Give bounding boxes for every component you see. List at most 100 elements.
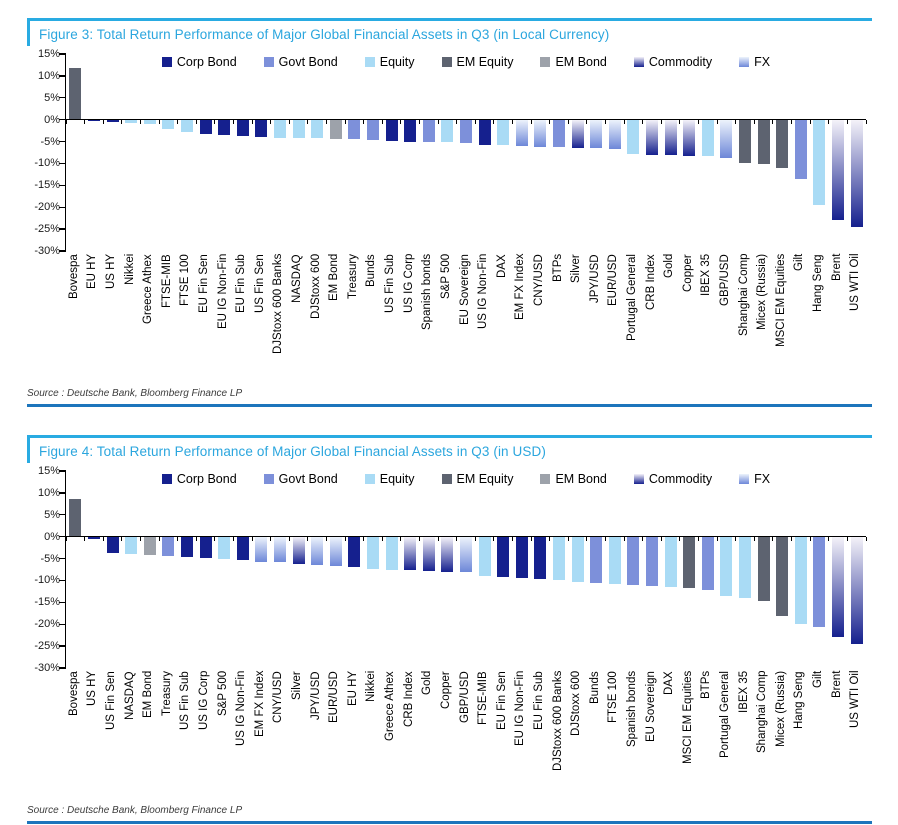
- y-tick-label: -10%: [34, 157, 60, 170]
- legend-item-em-equity: EM Equity: [441, 55, 513, 69]
- bar-crb-index: [404, 536, 417, 571]
- x-tick-label: EU Fin Sub: [235, 254, 248, 313]
- bar-eu-ig-non-fin: [218, 119, 231, 135]
- bar-greece-athex: [385, 536, 398, 570]
- bar-gilt: [794, 119, 807, 180]
- bar-bovespa: [69, 68, 82, 120]
- x-tick-mark: [400, 537, 402, 542]
- y-tick-label: -10%: [34, 574, 60, 587]
- x-tick-mark: [530, 120, 532, 125]
- bar-gilt: [813, 536, 826, 628]
- x-tick-mark: [232, 537, 234, 542]
- x-tick-mark: [846, 120, 848, 125]
- bar-portugal-general: [627, 119, 640, 155]
- legend-label: Corp Bond: [176, 472, 237, 486]
- x-tick-mark: [65, 120, 67, 125]
- x-tick-label: CNY/USD: [532, 254, 545, 306]
- x-tick-label: FTSE 100: [607, 671, 620, 723]
- bar-em-fx-index: [255, 536, 268, 562]
- x-tick-mark: [828, 537, 830, 542]
- legend-item-corp-bond: Corp Bond: [161, 55, 237, 69]
- source-note: Source : Deutsche Bank, Bloomberg Financ…: [27, 388, 243, 399]
- x-tick-mark: [698, 120, 700, 125]
- divider-rule: [27, 404, 872, 407]
- x-tick-label: US IG Corp: [402, 254, 415, 314]
- x-tick-mark: [586, 537, 588, 542]
- x-tick-label: Shanghai Comp: [737, 254, 750, 337]
- bar-djstoxx-600: [311, 119, 324, 139]
- x-tick-mark: [753, 120, 755, 125]
- x-tick-mark: [121, 120, 123, 125]
- x-tick-label: Silver: [570, 254, 583, 283]
- x-tick-mark: [567, 537, 569, 542]
- legend-swatch: [633, 57, 644, 67]
- x-tick-mark: [344, 120, 346, 125]
- bar-cny-usd: [534, 119, 547, 147]
- bar-eu-fin-sub: [534, 536, 547, 580]
- x-tick-mark: [549, 120, 551, 125]
- bar-djstoxx-600-banks: [553, 536, 566, 581]
- y-tick-mark: [59, 184, 66, 187]
- bar-ftse-100: [608, 536, 621, 584]
- x-tick-mark: [679, 120, 681, 125]
- x-tick-label: EM Bond: [328, 254, 341, 302]
- figure-3-chart: 15% 10% 5% 0% -5% -10% -15% -20% -25% -30% Corp B…: [27, 48, 872, 257]
- x-tick-label: FTSE-MIB: [160, 254, 173, 308]
- bar-bunds: [366, 119, 379, 140]
- bar-djstoxx-600: [571, 536, 584, 583]
- bar-eu-sovereign: [460, 119, 472, 144]
- x-tick-mark: [791, 537, 793, 542]
- x-tick-label: IBEX 35: [737, 671, 750, 714]
- x-tick-label: S&P 500: [216, 671, 229, 717]
- y-tick-label: 0%: [44, 530, 60, 543]
- x-tick-mark: [307, 120, 309, 125]
- legend: Corp Bond Govt Bond Equity EM Equity EM Bond…: [66, 55, 866, 69]
- x-tick-label: GBP/USD: [718, 254, 731, 306]
- x-tick-label: Treasury: [160, 671, 173, 716]
- bar-ibex-35: [701, 119, 714, 157]
- legend-swatch: [364, 474, 375, 484]
- x-tick-label: Copper: [681, 254, 694, 292]
- x-tick-mark: [121, 537, 123, 542]
- x-tick-mark: [474, 537, 476, 542]
- x-tick-mark: [512, 537, 513, 542]
- bar-greece-athex: [143, 119, 156, 125]
- bar-us-fin-sub: [180, 536, 193, 558]
- y-tick-label: -20%: [34, 618, 60, 631]
- bar-eu-fin-sub: [236, 119, 249, 137]
- x-tick-mark: [139, 120, 141, 125]
- legend-label: Equity: [379, 472, 415, 486]
- divider-rule: [27, 821, 872, 824]
- legend-label: Commodity: [648, 55, 713, 69]
- y-tick-label: 5%: [44, 508, 60, 521]
- legend-label: Corp Bond: [176, 55, 237, 69]
- bar-portugal-general: [720, 536, 733, 597]
- plot-area: Corp Bond Govt Bond Equity EM Equity EM Bond…: [59, 470, 867, 669]
- x-tick-mark: [325, 537, 327, 542]
- bar-ibex-35: [739, 536, 752, 599]
- x-tick-label: Treasury: [346, 254, 359, 299]
- x-tick-label: IBEX 35: [700, 254, 713, 297]
- x-tick-label: Silver: [291, 671, 304, 700]
- bar-eur-usd: [329, 536, 342, 566]
- x-tick-label: Gold: [663, 254, 676, 279]
- x-tick-label: Brent: [830, 254, 843, 282]
- x-tick-label: DJStoxx 600 Banks: [551, 671, 564, 772]
- y-tick-mark: [59, 645, 66, 647]
- x-tick-mark: [605, 120, 607, 125]
- y-tick-mark: [59, 206, 66, 208]
- y-tick-mark: [59, 470, 66, 472]
- y-tick-label: -5%: [40, 552, 60, 565]
- legend-swatch: [441, 474, 452, 484]
- x-tick-mark: [772, 120, 774, 125]
- x-tick-label: EU Fin Sen: [198, 254, 211, 313]
- bar-dax: [497, 119, 510, 146]
- x-tick-label: US IG Corp: [198, 671, 211, 731]
- x-tick-label: BTPs: [551, 254, 564, 283]
- bar-micex-russia-: [776, 536, 789, 617]
- legend-item-em-equity: EM Equity: [441, 472, 513, 486]
- x-tick-mark: [735, 537, 737, 542]
- bar-treasury: [348, 119, 361, 140]
- x-tick-mark: [251, 120, 253, 125]
